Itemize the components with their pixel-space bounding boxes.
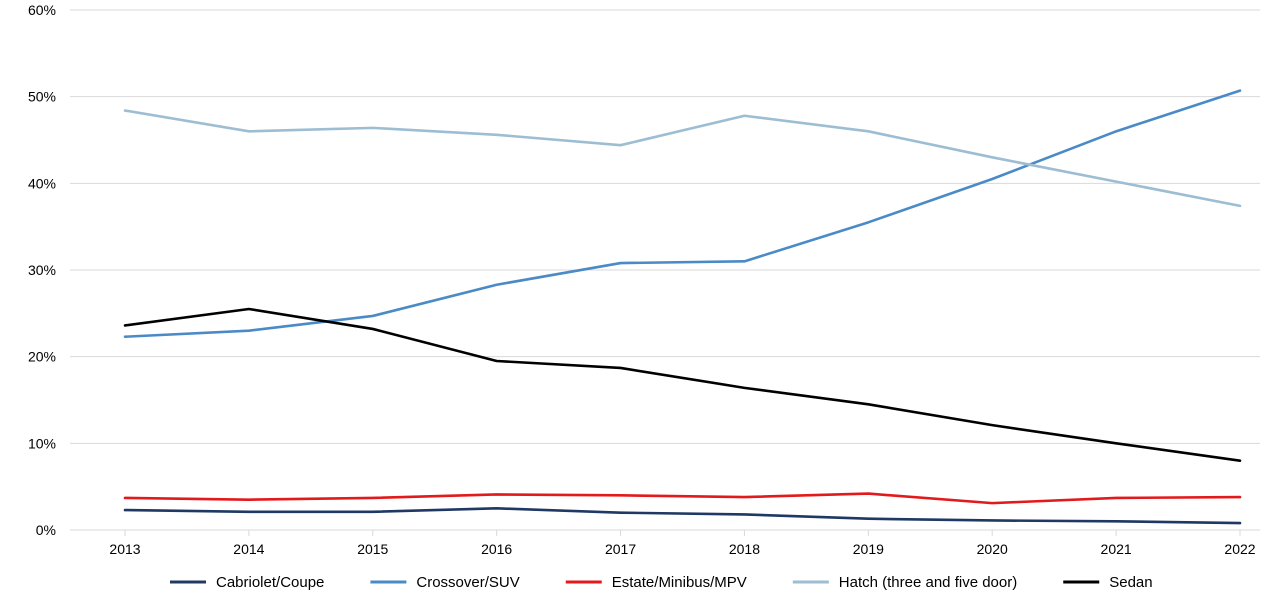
chart-background xyxy=(0,0,1280,605)
y-tick-label: 50% xyxy=(28,89,56,105)
y-tick-label: 0% xyxy=(36,522,56,538)
x-tick-label: 2020 xyxy=(977,541,1008,557)
legend-label: Sedan xyxy=(1109,574,1152,591)
y-tick-label: 60% xyxy=(28,2,56,18)
legend-label: Crossover/SUV xyxy=(416,574,519,591)
line-chart: 0% 10% 20% 30% 40% 50% 60% 2013 2014 2015 2016 2017… xyxy=(0,0,1280,605)
x-tick-label: 2021 xyxy=(1101,541,1132,557)
legend-label: Hatch (three and five door) xyxy=(839,574,1017,591)
y-tick-label: 20% xyxy=(28,349,56,365)
y-tick-label: 40% xyxy=(28,175,56,191)
y-tick-label: 30% xyxy=(28,262,56,278)
legend-label: Estate/Minibus/MPV xyxy=(612,574,747,591)
x-tick-label: 2015 xyxy=(357,541,388,557)
x-tick-label: 2017 xyxy=(605,541,636,557)
x-tick-label: 2013 xyxy=(109,541,140,557)
x-tick-label: 2022 xyxy=(1224,541,1255,557)
x-tick-label: 2016 xyxy=(481,541,512,557)
x-tick-label: 2019 xyxy=(853,541,884,557)
y-tick-label: 10% xyxy=(28,435,56,451)
x-tick-label: 2014 xyxy=(233,541,264,557)
legend-label: Cabriolet/Coupe xyxy=(216,574,324,591)
x-tick-label: 2018 xyxy=(729,541,760,557)
